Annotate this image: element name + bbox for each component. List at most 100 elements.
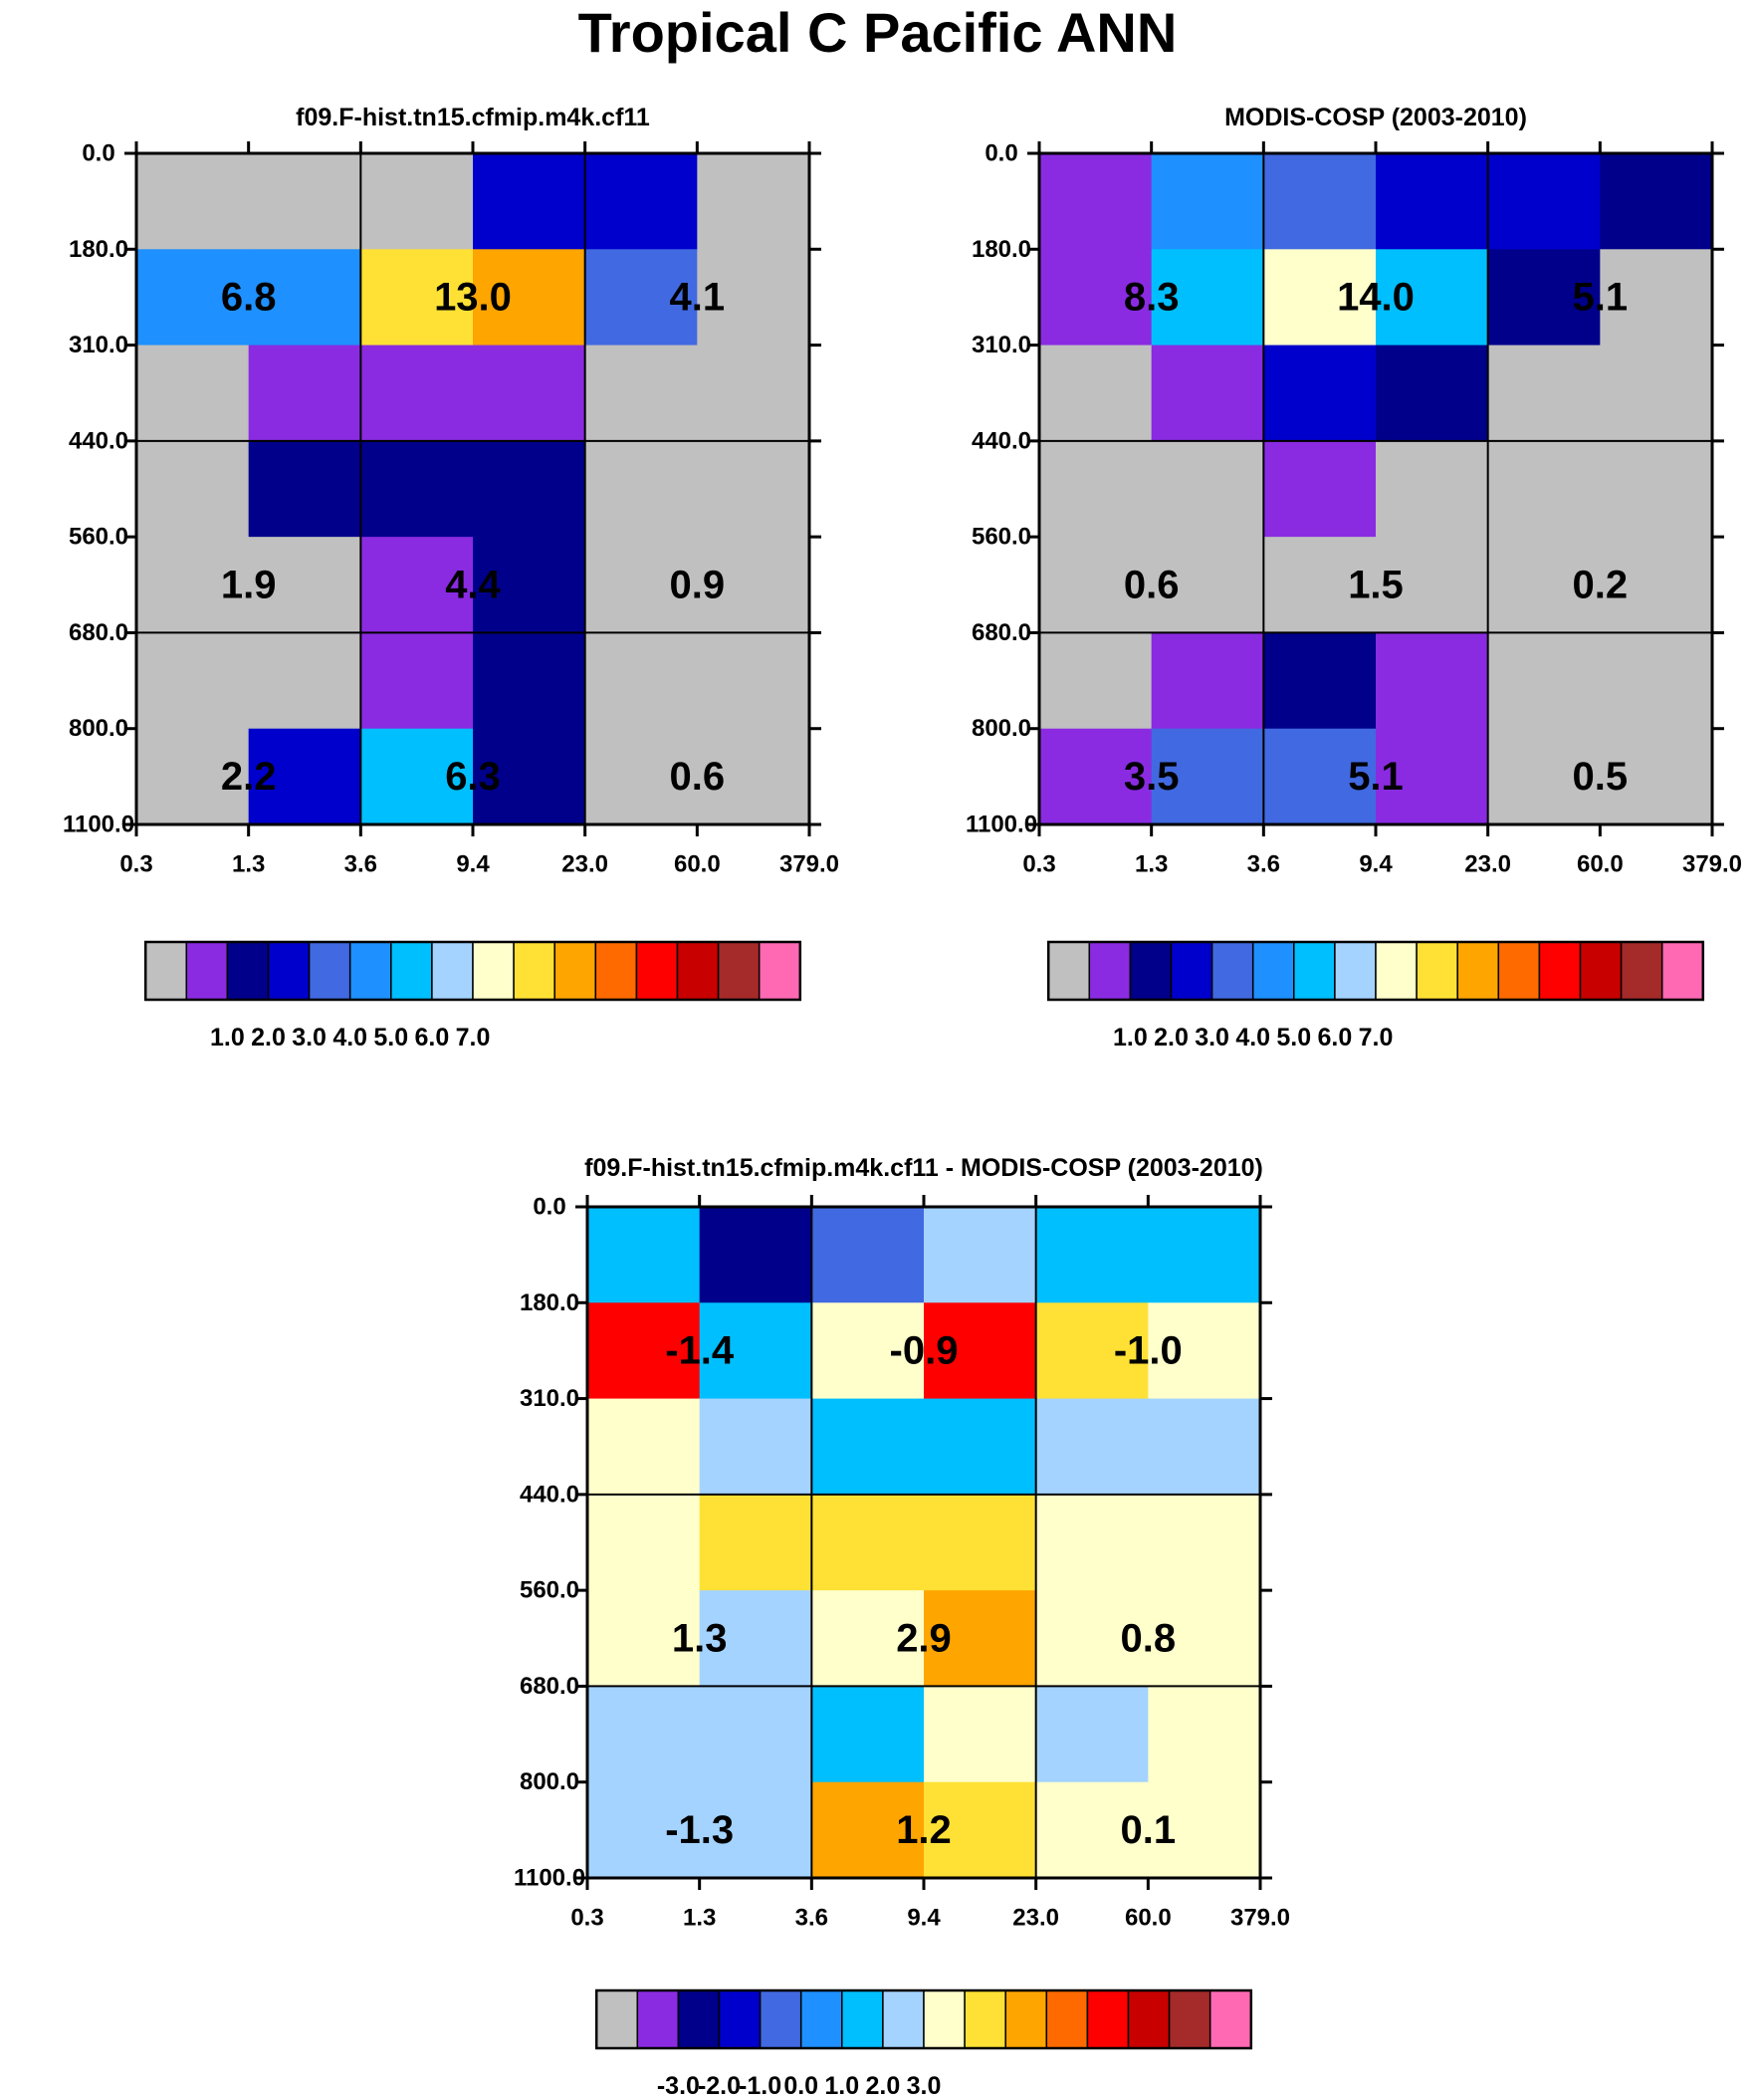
colorbar-swatch (1088, 941, 1132, 1001)
heatmap-cell (699, 1590, 812, 1688)
panel-title: MODIS-COSP (2003-2010) (1224, 104, 1527, 131)
colorbar-tick-label: -2.0 (698, 2072, 741, 2100)
colorbar-swatch (841, 1989, 884, 2049)
box-value-label: -1.4 (665, 1328, 735, 1372)
colorbar-swatch (1127, 1989, 1171, 2049)
colorbar-tick-label: -1.0 (739, 2072, 781, 2100)
colorbar-swatch (1004, 1989, 1048, 2049)
heatmap-cell (924, 1302, 1037, 1400)
heatmap-cell (924, 1207, 1037, 1303)
heatmap-cell (136, 440, 250, 538)
heatmap-cell (1148, 1494, 1261, 1591)
colorbar-tick-label: 4.0 (1235, 1024, 1270, 1051)
y-tick-label: 440.0 (520, 1481, 579, 1508)
heatmap-cell (1487, 153, 1601, 250)
box-value-label: 4.1 (670, 275, 726, 319)
colorbar-tick-label: 3.0 (907, 2072, 942, 2100)
heatmap-cell (1487, 249, 1601, 347)
heatmap-cell (1039, 440, 1153, 538)
heatmap-cell (248, 249, 361, 347)
heatmap-cell (248, 728, 361, 825)
y-tick-label: 440.0 (972, 427, 1031, 454)
figure-title: Tropical C Pacific ANN (577, 1, 1178, 64)
heatmap-cell (1600, 537, 1713, 634)
y-tick-label: 180.0 (69, 236, 128, 263)
heatmap-cell (136, 632, 250, 730)
box-value-label: 0.6 (1124, 563, 1180, 606)
colorbar-swatch (676, 941, 720, 1001)
x-tick-label: 23.0 (561, 851, 608, 878)
box-value-label: 5.1 (1348, 755, 1404, 799)
colorbar-tick-label: 4.0 (332, 1024, 367, 1051)
box-value-label: 0.9 (670, 563, 726, 606)
box-value-label: 0.1 (1121, 1808, 1177, 1852)
heatmap-cell (1148, 1590, 1261, 1688)
heatmap-cell (587, 1590, 701, 1688)
heatmap-cell (587, 1686, 701, 1783)
colorbar-swatch (758, 941, 801, 1001)
heatmap-cell (360, 440, 474, 538)
heatmap-cell (1035, 1207, 1149, 1303)
x-tick-label: 3.6 (795, 1905, 828, 1932)
y-tick-label: 310.0 (69, 332, 128, 358)
box-value-label: 1.2 (896, 1808, 952, 1852)
heatmap-cell (584, 345, 698, 442)
x-tick-label: 23.0 (1012, 1905, 1059, 1932)
colorbar-swatch (553, 941, 597, 1001)
x-tick-label: 9.4 (1359, 851, 1393, 878)
heatmap-cell (1263, 537, 1377, 634)
colorbar-swatch (1047, 941, 1091, 1001)
heatmap-cell (811, 1207, 925, 1303)
x-tick-label: 60.0 (1577, 851, 1624, 878)
colorbar-frame (1046, 940, 1705, 1002)
heatmap-cell (587, 1781, 701, 1879)
heatmap-cell (248, 632, 361, 730)
heatmap-cell (1376, 345, 1489, 442)
heatmap-cell (360, 537, 474, 634)
box-value-label: 8.3 (1124, 275, 1180, 319)
colorbar-swatch (1334, 941, 1377, 1001)
y-tick-label: 680.0 (69, 619, 128, 646)
colorbar-swatch (390, 941, 433, 1001)
colorbar-swatch (1538, 941, 1582, 1001)
colorbar-swatch (799, 1989, 843, 2049)
heatmap-cell (1263, 632, 1377, 730)
colorbar-swatch (1579, 941, 1623, 1001)
heatmap-cell (699, 1398, 812, 1496)
heatmap-cell (587, 1398, 701, 1496)
heatmap-cell (1039, 728, 1153, 825)
x-tick-label: 9.4 (456, 851, 490, 878)
heatmap-cell (1151, 632, 1264, 730)
heatmap-cell (360, 249, 474, 347)
colorbar-swatch (431, 941, 474, 1001)
y-tick-label: 800.0 (520, 1768, 579, 1795)
heatmap-cell (1376, 153, 1489, 250)
heatmap-cell (1376, 728, 1489, 825)
heatmap-cell (1263, 345, 1377, 442)
heatmap-cell (473, 249, 586, 347)
y-tick-label: 1100.0 (63, 812, 134, 838)
box-value-label: 0.8 (1121, 1616, 1177, 1660)
heatmap-cell (1263, 728, 1377, 825)
colorbar-frame (594, 1988, 1253, 2050)
heatmap-cell (360, 345, 474, 442)
colorbar-swatch (635, 941, 679, 1001)
heatmap-cell (924, 1494, 1037, 1591)
heatmap-cell (1600, 249, 1713, 347)
heatmap-cell (924, 1590, 1037, 1688)
heatmap-cell (1151, 345, 1264, 442)
heatmap-cell (1263, 249, 1377, 347)
x-tick-label: 1.3 (232, 851, 265, 878)
colorbar-tick-label: 1.0 (824, 2072, 859, 2100)
colorbar-swatch (636, 1989, 680, 2049)
heatmap-cell (697, 153, 810, 250)
heatmap-cell (924, 1398, 1037, 1496)
colorbar-swatch (923, 1989, 966, 2049)
box-value-label: 0.2 (1573, 563, 1629, 606)
colorbar-swatch (1456, 941, 1500, 1001)
heatmap-cell (1487, 537, 1601, 634)
y-tick-label: 180.0 (972, 236, 1031, 263)
box-value-label: 13.0 (434, 275, 512, 319)
x-tick-label: 379.0 (779, 851, 839, 878)
